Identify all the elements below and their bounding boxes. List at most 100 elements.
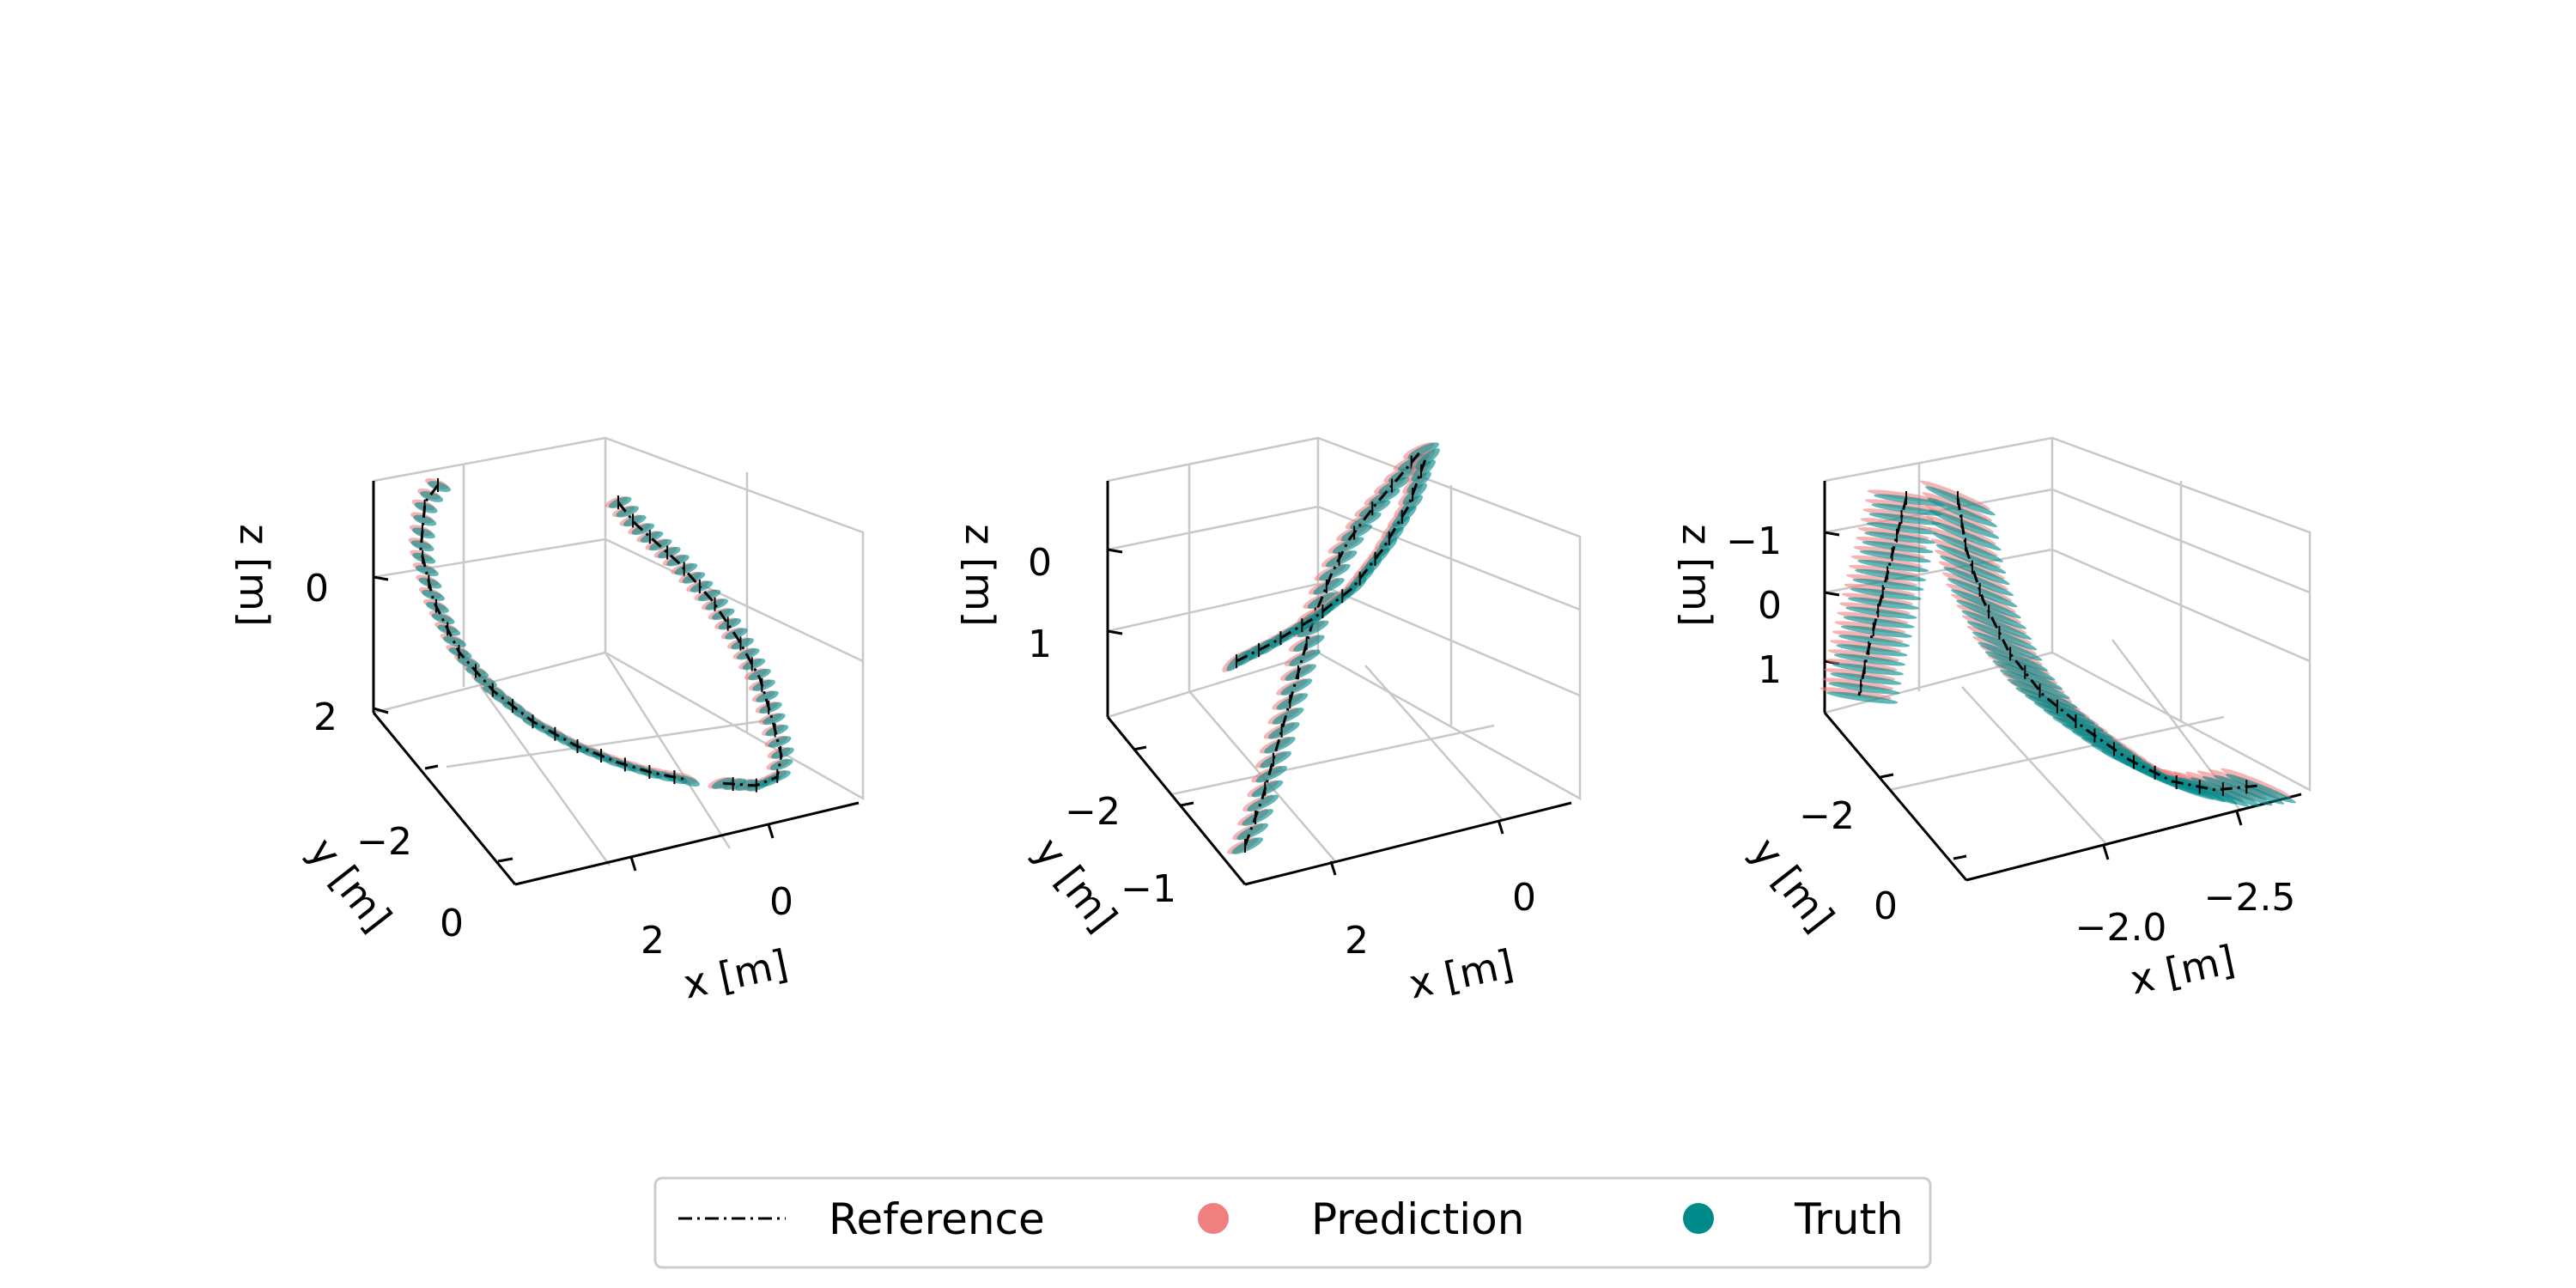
panel-1-trajectory-b-truth-marker-26 xyxy=(771,747,794,759)
panel-2-trajectory-b-truth-marker-21 xyxy=(1406,471,1431,493)
panel-3-trajectory-a-truth-marker-15 xyxy=(1838,635,1911,647)
panel-3-trajectory-a-truth-marker-14 xyxy=(1840,625,1913,638)
panel-2-zlabel: z [m] xyxy=(957,524,1003,626)
panel-3-ytick-0: −2 xyxy=(1799,794,1855,838)
panel-1-trajectory-b-truth-marker-2 xyxy=(623,514,647,527)
panel-2-trajectory-a-truth-marker-29 xyxy=(1407,442,1439,459)
panel-3-trajectory-a-truth-marker-13 xyxy=(1843,616,1915,629)
legend-prediction-marker xyxy=(1198,1203,1229,1234)
panel-2-trajectory-a-truth-marker-25 xyxy=(1368,489,1400,506)
panel-2-trajectory-a-truth-marker-17 xyxy=(1307,592,1340,610)
panel-3-trajectory-b-truth-marker-39 xyxy=(2226,774,2296,804)
panel-2-trajectory-a-truth-marker-19 xyxy=(1319,563,1351,581)
panel-3-ztick-2: 1 xyxy=(1758,648,1782,692)
panel-1-trajectory-b-truth-marker-24 xyxy=(765,724,789,737)
panel-2-trajectory-a-truth-marker-8 xyxy=(1268,722,1300,739)
legend-truth-marker xyxy=(1683,1203,1714,1234)
panel-1: 0 2 −2 0 2 0 x [m] y [m] z [m] xyxy=(231,436,865,1007)
panel-3-trajectory-b-truth-marker-12 xyxy=(1966,621,2038,651)
panel-1-trajectory-b-truth-marker-21 xyxy=(756,690,779,702)
panel-2-trajectory-a-truth-marker-1 xyxy=(1236,823,1268,841)
panel-3-trajectory-b xyxy=(1920,480,2296,807)
panel-1-trajectory-b-truth-marker-15 xyxy=(725,628,748,640)
panel-1-trajectory-b-truth-marker-31 xyxy=(735,779,758,792)
panel-1-trajectory-a-truth-marker-7 xyxy=(415,565,439,577)
panel-2-trajectory-a-truth-marker-20 xyxy=(1325,550,1358,568)
panel-1-ztick-0: 0 xyxy=(305,567,329,611)
panel-3-trajectory-a-truth-marker-2 xyxy=(1868,513,1941,526)
panel-3-trajectory-a-truth-marker-21 xyxy=(1826,691,1899,704)
panel-3-trajectory-a-truth-marker-0 xyxy=(1874,494,1946,507)
panel-1-trajectory-a-truth-marker-9 xyxy=(422,590,445,601)
panel-3-trajectory-b-truth-marker-5 xyxy=(1935,544,2007,574)
panel-2-ztick-0: 0 xyxy=(1028,541,1052,585)
panel-3-trajectory-a-truth-marker-6 xyxy=(1859,550,1931,563)
panel-3-ztick-1: 0 xyxy=(1758,584,1782,628)
panel-1-ticks: 0 2 −2 0 2 0 x [m] y [m] z [m] xyxy=(231,524,793,1007)
panel-3-trajectory-b-truth-marker-38 xyxy=(2214,775,2285,805)
panel-3-trajectory-b-reference-line xyxy=(1956,497,2259,792)
panel-3-trajectory-b-truth-marker-36 xyxy=(2190,777,2261,807)
panel-1-trajectory-b-truth-marker-13 xyxy=(712,608,735,621)
panel-2-trajectory-a-truth-marker-2 xyxy=(1242,809,1273,826)
panel-3-trajectory-a-truth-marker-10 xyxy=(1850,587,1922,600)
panel-1-trajectory-b-truth-marker-27 xyxy=(769,758,793,771)
panel-1-trajectory-a-truth-marker-2 xyxy=(414,501,438,513)
panel-2-trajectory-a-reference-line xyxy=(1243,450,1423,847)
panel-3-trajectory-b-truth-marker-8 xyxy=(1947,578,2018,608)
legend-frame xyxy=(653,1176,1932,1269)
panel-1-trajectory-b-truth-marker-19 xyxy=(748,668,771,681)
panel-3-trajectory-a-truth-marker-1 xyxy=(1871,503,1943,516)
panel-1-axes xyxy=(372,481,860,886)
panel-1-xlabel: x [m] xyxy=(679,940,792,1007)
panel-3-trajectory-b-truth-marker-2 xyxy=(1929,509,2000,539)
panel-1-trajectory-b-truth-marker-25 xyxy=(768,736,792,748)
panel-2-trajectory-a-truth-marker-10 xyxy=(1276,693,1309,710)
panel-1-trajectory-b-truth-marker-0 xyxy=(608,496,632,508)
panel-2-xlabel: x [m] xyxy=(1405,940,1517,1007)
legend-truth-label: Truth xyxy=(1794,1194,1904,1244)
panel-3-trajectory-a-truth-marker-4 xyxy=(1864,532,1936,544)
panel-2-trajectory-a-truth-marker-6 xyxy=(1260,750,1291,769)
panel-2-trajectory-b-truth-marker-22 xyxy=(1411,459,1436,482)
panel-3-trajectory-a-truth-marker-8 xyxy=(1855,568,1927,582)
panel-2-trajectory-a-truth-marker-7 xyxy=(1264,737,1296,754)
panel-1-trajectory-b xyxy=(605,495,794,793)
panel-1-trajectory-a-truth-marker-4 xyxy=(412,527,435,539)
panel-2-trajectory-b-truth-marker-23 xyxy=(1415,448,1440,470)
panel-3-trajectory-a-truth-marker-16 xyxy=(1836,644,1908,657)
panel-3-trajectory-a-truth-marker-9 xyxy=(1852,578,1924,591)
panel-1-xtick-0: 2 xyxy=(641,919,665,963)
panel-2-trajectory-a-truth-marker-12 xyxy=(1285,664,1316,681)
panel-2-trajectory-a-truth-marker-14 xyxy=(1293,635,1325,653)
panel-2-trajectory-a-truth-marker-4 xyxy=(1251,780,1284,798)
panel-3-trajectory-b-truth-marker-4 xyxy=(1933,532,2003,562)
panel-1-trajectory-b-truth-marker-1 xyxy=(616,506,640,518)
panel-3-trajectory-a-truth-marker-3 xyxy=(1866,522,1939,535)
panel-3-axes xyxy=(1823,481,2302,882)
panel-1-ytick-0: −2 xyxy=(356,820,412,864)
panel-3-trajectory-b-truth-marker-6 xyxy=(1940,556,2010,586)
panel-3-trajectory-b-truth-marker-10 xyxy=(1956,599,2026,629)
panel-1-trajectory-a-truth-marker-1 xyxy=(420,491,444,502)
panel-3-trajectory-b-truth-marker-37 xyxy=(2202,776,2273,806)
panel-3-trajectory-a-truth-marker-11 xyxy=(1848,597,1920,610)
panel-3-trajectory-a-truth-marker-7 xyxy=(1856,559,1929,573)
panel-1-trajectory-b-truth-marker-14 xyxy=(718,618,742,630)
panel-2-trajectory-a-truth-marker-18 xyxy=(1313,578,1345,595)
panel-3-trajectory-b-truth-marker-0 xyxy=(1925,486,1996,516)
panel-3-trajectory-a-truth-marker-17 xyxy=(1833,653,1906,666)
panel-2-trajectory-a-truth-marker-3 xyxy=(1247,794,1279,812)
panel-2: 0 1 −2 −1 2 0 x [m] y [m] z [m] xyxy=(957,436,1582,1007)
panel-2-trajectory-b xyxy=(1222,448,1440,672)
legend: Reference Prediction Truth xyxy=(653,1176,1932,1269)
panel-1-trajectory-b-truth-marker-17 xyxy=(737,647,760,660)
panel-3-trajectory-a-truth-marker-12 xyxy=(1845,606,1917,619)
panel-2-trajectory-a-truth-marker-13 xyxy=(1289,649,1321,667)
panel-2-trajectory-a-truth-marker-21 xyxy=(1332,537,1364,555)
panel-2-ytick-1: −1 xyxy=(1121,867,1176,911)
panel-2-trajectory-a-truth-marker-15 xyxy=(1297,620,1329,638)
panel-3-trajectory-b-truth-marker-14 xyxy=(1978,641,2048,671)
panel-3-trajectory-b-truth-marker-7 xyxy=(1943,567,2014,597)
